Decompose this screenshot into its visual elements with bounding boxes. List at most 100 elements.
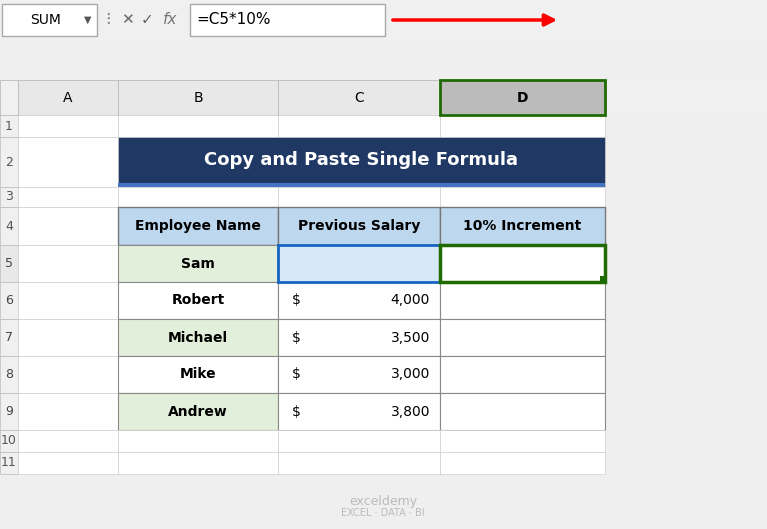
Text: A: A: [63, 90, 73, 105]
FancyBboxPatch shape: [278, 393, 440, 430]
Text: =C5*10%: =C5*10%: [448, 257, 516, 270]
Text: 2: 2: [5, 156, 13, 169]
FancyBboxPatch shape: [278, 282, 440, 319]
FancyBboxPatch shape: [0, 452, 18, 474]
FancyBboxPatch shape: [440, 319, 605, 356]
FancyBboxPatch shape: [18, 80, 118, 115]
FancyBboxPatch shape: [0, 393, 18, 430]
Text: ⁝: ⁝: [105, 11, 111, 29]
FancyBboxPatch shape: [18, 137, 118, 187]
Text: $: $: [291, 368, 301, 381]
Text: 10% Increment: 10% Increment: [463, 219, 581, 233]
Text: 8: 8: [5, 368, 13, 381]
Text: Copy and Paste Single Formula: Copy and Paste Single Formula: [205, 151, 518, 169]
FancyBboxPatch shape: [18, 319, 118, 356]
FancyBboxPatch shape: [118, 115, 278, 137]
Text: 11: 11: [1, 457, 17, 470]
FancyBboxPatch shape: [0, 207, 18, 245]
Text: 4,500: 4,500: [390, 257, 430, 270]
Text: $: $: [291, 294, 301, 307]
Text: 1: 1: [5, 120, 13, 132]
FancyBboxPatch shape: [18, 115, 118, 137]
FancyBboxPatch shape: [118, 282, 278, 319]
FancyBboxPatch shape: [0, 80, 18, 115]
Text: ✕: ✕: [120, 13, 133, 28]
Text: EXCEL · DATA · BI: EXCEL · DATA · BI: [341, 508, 425, 518]
Text: Previous Salary: Previous Salary: [298, 219, 420, 233]
FancyBboxPatch shape: [18, 430, 118, 452]
FancyBboxPatch shape: [2, 4, 97, 36]
Text: ▼: ▼: [84, 15, 92, 25]
FancyBboxPatch shape: [0, 0, 767, 40]
Text: Andrew: Andrew: [168, 405, 228, 418]
FancyBboxPatch shape: [278, 430, 440, 452]
Text: 3,800: 3,800: [390, 405, 430, 418]
FancyBboxPatch shape: [440, 452, 605, 474]
Text: SUM: SUM: [30, 13, 61, 27]
Text: $: $: [291, 331, 301, 344]
FancyBboxPatch shape: [0, 430, 18, 452]
FancyBboxPatch shape: [440, 115, 605, 137]
FancyBboxPatch shape: [278, 356, 440, 393]
Text: Sam: Sam: [181, 257, 215, 270]
FancyBboxPatch shape: [118, 393, 278, 430]
FancyBboxPatch shape: [18, 393, 118, 430]
FancyBboxPatch shape: [278, 207, 440, 245]
FancyBboxPatch shape: [278, 80, 440, 115]
FancyBboxPatch shape: [440, 187, 605, 207]
Text: 6: 6: [5, 294, 13, 307]
Text: =C5*10%: =C5*10%: [196, 13, 271, 28]
FancyBboxPatch shape: [440, 356, 605, 393]
Text: 5: 5: [5, 257, 13, 270]
FancyBboxPatch shape: [600, 276, 606, 282]
FancyBboxPatch shape: [0, 245, 18, 282]
Text: fx: fx: [163, 13, 177, 28]
Text: 4,000: 4,000: [390, 294, 430, 307]
Text: 9: 9: [5, 405, 13, 418]
FancyBboxPatch shape: [440, 245, 605, 282]
FancyBboxPatch shape: [278, 115, 440, 137]
FancyBboxPatch shape: [0, 319, 18, 356]
FancyBboxPatch shape: [440, 430, 605, 452]
FancyBboxPatch shape: [118, 452, 278, 474]
FancyBboxPatch shape: [118, 137, 605, 187]
Text: $: $: [291, 405, 301, 418]
Text: D: D: [517, 90, 528, 105]
FancyBboxPatch shape: [440, 207, 605, 245]
FancyBboxPatch shape: [18, 452, 118, 474]
FancyBboxPatch shape: [118, 183, 605, 187]
Text: 10: 10: [1, 434, 17, 448]
FancyBboxPatch shape: [118, 187, 278, 207]
Text: Employee Name: Employee Name: [135, 219, 261, 233]
FancyBboxPatch shape: [440, 80, 605, 115]
FancyBboxPatch shape: [18, 207, 118, 245]
Text: 3: 3: [5, 190, 13, 204]
Text: Robert: Robert: [171, 294, 225, 307]
Text: C: C: [354, 90, 364, 105]
FancyBboxPatch shape: [278, 187, 440, 207]
FancyBboxPatch shape: [0, 80, 767, 115]
FancyBboxPatch shape: [278, 319, 440, 356]
FancyBboxPatch shape: [440, 80, 605, 115]
Text: $: $: [291, 257, 301, 270]
Text: 7: 7: [5, 331, 13, 344]
Text: 3,500: 3,500: [390, 331, 430, 344]
FancyBboxPatch shape: [118, 80, 278, 115]
Text: exceldemy: exceldemy: [349, 495, 417, 507]
FancyBboxPatch shape: [278, 245, 440, 282]
FancyBboxPatch shape: [440, 282, 605, 319]
FancyBboxPatch shape: [18, 245, 118, 282]
FancyBboxPatch shape: [118, 319, 278, 356]
Text: Michael: Michael: [168, 331, 228, 344]
FancyBboxPatch shape: [118, 430, 278, 452]
FancyBboxPatch shape: [18, 187, 118, 207]
Text: D: D: [517, 90, 528, 105]
FancyBboxPatch shape: [118, 245, 278, 282]
FancyBboxPatch shape: [0, 356, 18, 393]
FancyBboxPatch shape: [190, 4, 385, 36]
FancyBboxPatch shape: [18, 356, 118, 393]
FancyBboxPatch shape: [0, 282, 18, 319]
FancyBboxPatch shape: [440, 393, 605, 430]
FancyBboxPatch shape: [0, 137, 18, 187]
Text: 3,000: 3,000: [390, 368, 430, 381]
